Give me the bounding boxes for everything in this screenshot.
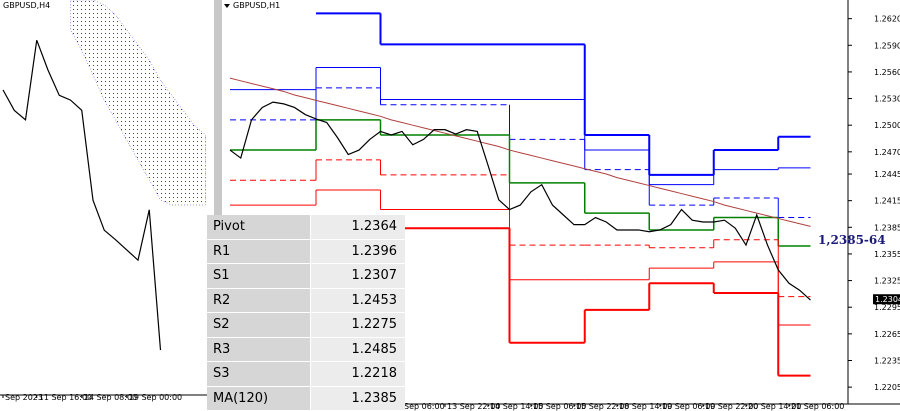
y-tick-label: 1.2500 (874, 121, 900, 130)
level-name: R1 (207, 239, 310, 263)
level-name: Pivot (207, 215, 310, 239)
level-value: 1.2275 (310, 313, 405, 337)
y-tick-label: 1.2265 (874, 330, 900, 339)
level-value: 1.2218 (310, 362, 405, 386)
y-tick-label: 1.2235 (874, 356, 900, 365)
last-price-label: 1.2304 (875, 295, 900, 304)
title-icon (224, 4, 230, 8)
price-line (229, 101, 811, 301)
h1-chart (229, 12, 811, 377)
y-tick-label: 1.2205 (874, 383, 900, 392)
y-tick-label: 1.2470 (874, 148, 900, 157)
y-tick-label: 1.2590 (874, 41, 900, 50)
x-tick-label: 14 Sep 08:00 (84, 393, 137, 402)
levels-table: Pivot 1.2364 R1 1.2396 S1 1.2307 R2 1.2453 S2 1.2… (207, 215, 405, 411)
level-name: MA(120) (207, 386, 310, 410)
table-row: R2 1.2453 (207, 288, 405, 313)
level-annotation: 1,2385-64 (818, 233, 886, 247)
x-tick-label: Sep 06:00 (404, 402, 445, 411)
y-tick-label: 1.2530 (874, 95, 900, 104)
level-value: 1.2307 (310, 264, 405, 288)
level-value: 1.2385 (310, 386, 405, 410)
table-row: R1 1.2396 (207, 239, 405, 264)
y-tick-label: 1.2560 (874, 68, 900, 77)
x-tick-label: 18 Sep 14:00 (619, 402, 672, 411)
x-tick-label: 20 Sep 14:00 (748, 402, 801, 411)
h4-chart (2, 0, 206, 351)
ichimoku-cloud (70, 0, 206, 206)
level-name: S2 (207, 313, 310, 337)
x-tick-label: Sep 2023 (5, 393, 43, 402)
window-splitter[interactable] (214, 0, 222, 411)
y-tick-label: 1.2385 (874, 223, 900, 232)
chart-title: GBPUSD,H1 (233, 1, 280, 10)
x-tick-label: 15 Sep 06:00 (533, 402, 586, 411)
level-value: 1.2364 (310, 215, 405, 239)
y-tick-label: 1.2295 (874, 303, 900, 312)
table-row: MA(120) 1.2385 (207, 386, 405, 411)
last-price-marker (873, 294, 900, 305)
table-row: Pivot 1.2364 (207, 215, 405, 240)
level-name: R3 (207, 337, 310, 361)
y-tick-label: 1.2325 (874, 277, 900, 286)
x-tick-label: 19 Sep 22:00 (705, 402, 758, 411)
moving-average (229, 77, 811, 227)
y-tick-label: 1.2415 (874, 197, 900, 206)
x-tick-label: 19 Sep 00:00 (129, 393, 182, 402)
x-tick-label: 14 Sep 14:00 (490, 402, 543, 411)
y-tick-label: 1.2620 (874, 15, 900, 24)
table-row: S1 1.2307 (207, 264, 405, 289)
level-name: S1 (207, 264, 310, 288)
x-tick-label: 21 Sep 06:00 (791, 402, 844, 411)
x-tick-label: 13 Sep 22:00 (447, 402, 500, 411)
y-tick-label: 1.2355 (874, 250, 900, 259)
level-value: 1.2453 (310, 288, 405, 312)
level-name: S3 (207, 362, 310, 386)
table-row: S3 1.2218 (207, 362, 405, 387)
y-tick-label: 1.2445 (874, 170, 900, 179)
table-row: R3 1.2485 (207, 337, 405, 362)
x-tick-label: 11 Sep 16:00 (39, 393, 92, 402)
level-value: 1.2485 (310, 337, 405, 361)
x-tick-label: 19 Sep 06:00 (662, 402, 715, 411)
table-row: S2 1.2275 (207, 313, 405, 338)
level-value: 1.2396 (310, 239, 405, 263)
price-line (2, 39, 162, 351)
level-name: R2 (207, 288, 310, 312)
x-tick-label: 15 Sep 22:00 (576, 402, 629, 411)
chart-title: GBPUSD,H4 (3, 1, 50, 10)
